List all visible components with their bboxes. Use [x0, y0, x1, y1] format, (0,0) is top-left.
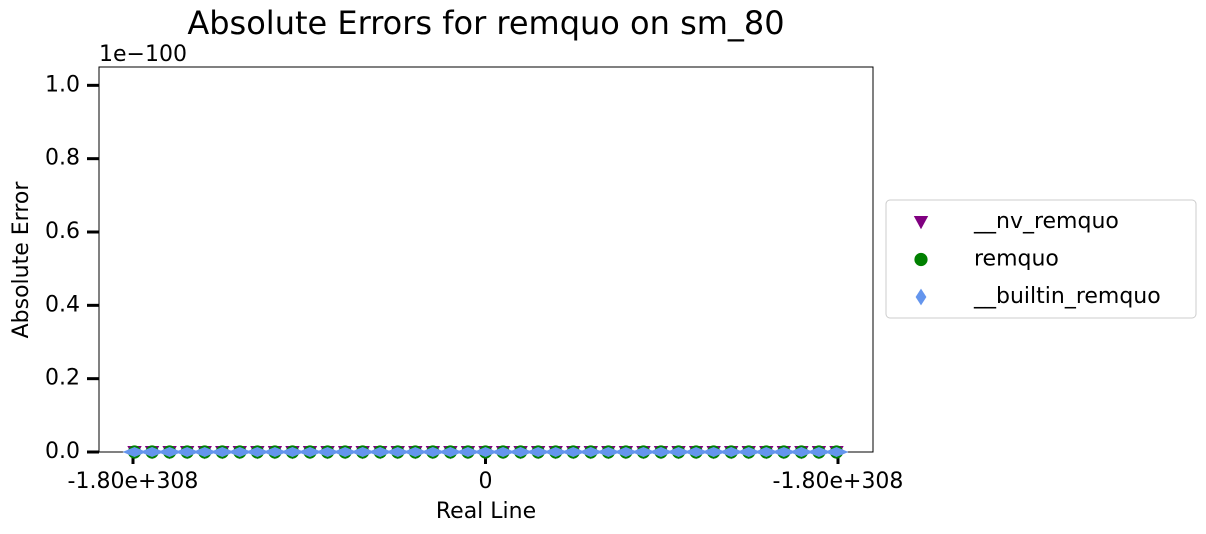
data-point: [245, 447, 270, 457]
data-point: [684, 447, 709, 457]
y-tick-label: 0.4: [45, 292, 80, 317]
data-point: [315, 447, 340, 457]
data-point: [543, 447, 568, 457]
data-point: [596, 447, 621, 457]
plot-frame: [98, 66, 874, 453]
data-point: [508, 447, 533, 457]
legend-marker: [914, 252, 928, 267]
chart-title: Absolute Errors for remquo on sm_80: [187, 4, 784, 42]
y-tick-label: 0.8: [45, 146, 80, 171]
data-point: [227, 447, 252, 457]
data-point: [736, 447, 761, 457]
data-point: [438, 447, 463, 457]
x-tick-label: -1.80e+308: [68, 469, 199, 494]
y-axis-label: Absolute Error: [9, 181, 34, 339]
legend-marker: [915, 288, 927, 306]
y-tick-label: 1.0: [45, 72, 80, 97]
data-point: [192, 447, 217, 457]
data-point: [350, 447, 375, 457]
x-tick-label: 0: [479, 469, 493, 494]
data-point: [455, 447, 480, 457]
data-point: [561, 447, 586, 457]
data-point: [262, 447, 287, 457]
data-point: [210, 447, 235, 457]
data-point: [420, 447, 445, 457]
data-point: [175, 447, 200, 457]
data-point: [771, 447, 796, 457]
y-tick-label: 0.6: [45, 219, 80, 244]
data-point: [824, 447, 849, 457]
y-tick-label: 0.0: [45, 439, 80, 464]
data-point: [368, 447, 393, 457]
legend-box: [885, 199, 1197, 319]
data-point: [403, 447, 428, 457]
data-point: [648, 447, 673, 457]
data-point: [701, 447, 726, 457]
data-point: [385, 447, 410, 457]
data-point: [754, 447, 779, 457]
data-point: [491, 447, 516, 457]
legend-label: __builtin_remquo: [973, 284, 1161, 309]
x-tick-label: -1.80e+308: [773, 469, 904, 494]
data-point: [613, 447, 638, 457]
data-point: [473, 447, 498, 457]
data-point: [280, 447, 305, 457]
y-tick-label: 0.2: [45, 366, 80, 391]
data-point: [806, 447, 831, 457]
data-point: [578, 447, 603, 457]
data-point: [526, 447, 551, 457]
data-point: [666, 447, 691, 457]
data-point: [140, 447, 165, 457]
data-point: [631, 447, 656, 457]
data-point: [719, 447, 744, 457]
legend-label: remquo: [974, 247, 1059, 272]
y-offset-label: 1e−100: [99, 42, 187, 67]
x-axis-label: Real Line: [436, 499, 536, 524]
data-point: [298, 447, 323, 457]
data-point: [333, 447, 358, 457]
legend-marker: [913, 216, 929, 230]
data-point: [157, 447, 182, 457]
data-point: [789, 447, 814, 457]
data-point: [122, 447, 147, 457]
legend-label: __nv_remquo: [973, 209, 1119, 234]
